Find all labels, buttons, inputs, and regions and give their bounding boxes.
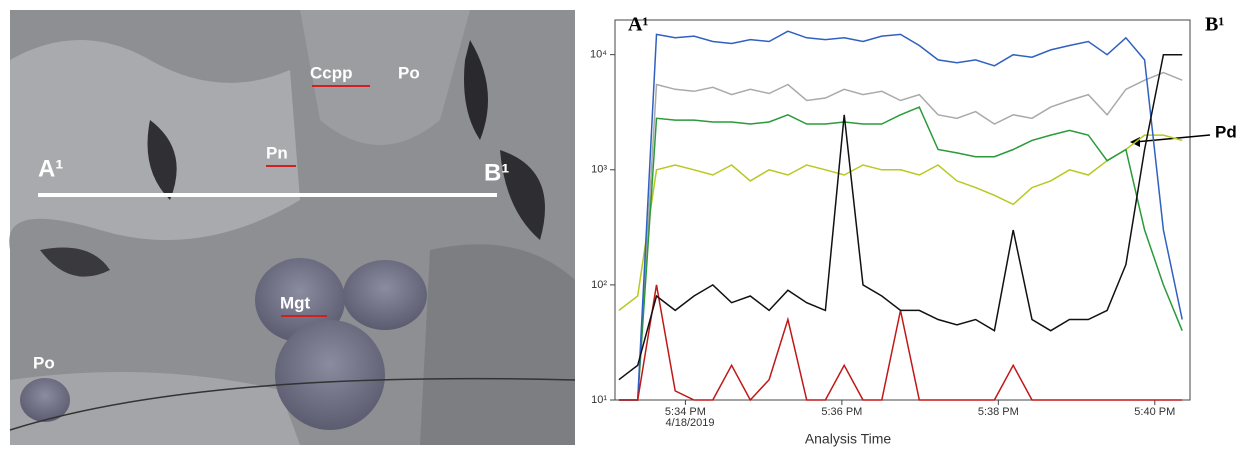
point-label: A¹ [38,155,63,182]
element-label: Pd [1215,122,1237,141]
region [300,10,470,145]
arrow [1134,134,1211,143]
mineral-label: Ccpp [310,63,353,82]
series-line [618,284,1183,402]
point-label: A¹ [628,14,648,36]
y-tick-label: 10⁴ [590,49,607,61]
point-label: B¹ [484,159,509,186]
point-label: B¹ [1205,14,1224,36]
dark-pit [464,40,488,140]
series-line [618,134,1183,311]
y-tick-label: 10³ [591,164,607,176]
x-tick-label: 5:40 PM [1134,406,1175,418]
region [420,244,575,445]
series-line [618,30,1183,401]
series-line [618,53,1183,381]
magnetite-grain [20,378,70,422]
magnetite-grain [275,320,385,430]
x-tick-label: 5:34 PM [665,406,706,418]
y-tick-label: 10² [591,279,607,291]
mineral-label: Pn [266,143,288,162]
plot-frame [614,19,1191,401]
series-line [618,71,1183,401]
mineral-label: Mgt [280,293,311,312]
region [10,372,300,445]
x-tick-label: 5:38 PM [978,406,1019,418]
x-tick-label: 5:36 PM [821,406,862,418]
crack [9,377,576,431]
dark-pit [147,120,177,200]
micrograph: Ccpp Po Pn A¹ B¹ Mgt Po [9,10,576,445]
y-tick-label: 10¹ [591,394,607,406]
x-axis-title: Analysis Time [805,431,892,447]
magnetite-grain [343,260,427,330]
dark-pit [500,150,545,240]
series-line [618,106,1183,401]
mineral-label: Po [33,353,55,372]
dark-pit [40,247,110,277]
mineral-label: Po [398,63,420,82]
chart: 5:40 PM 5:38 PM 5:36 PM 5:34 PM 10⁴ 10³ 10² 10¹… [590,14,1237,447]
date-label: 4/18/2019 [666,417,715,429]
